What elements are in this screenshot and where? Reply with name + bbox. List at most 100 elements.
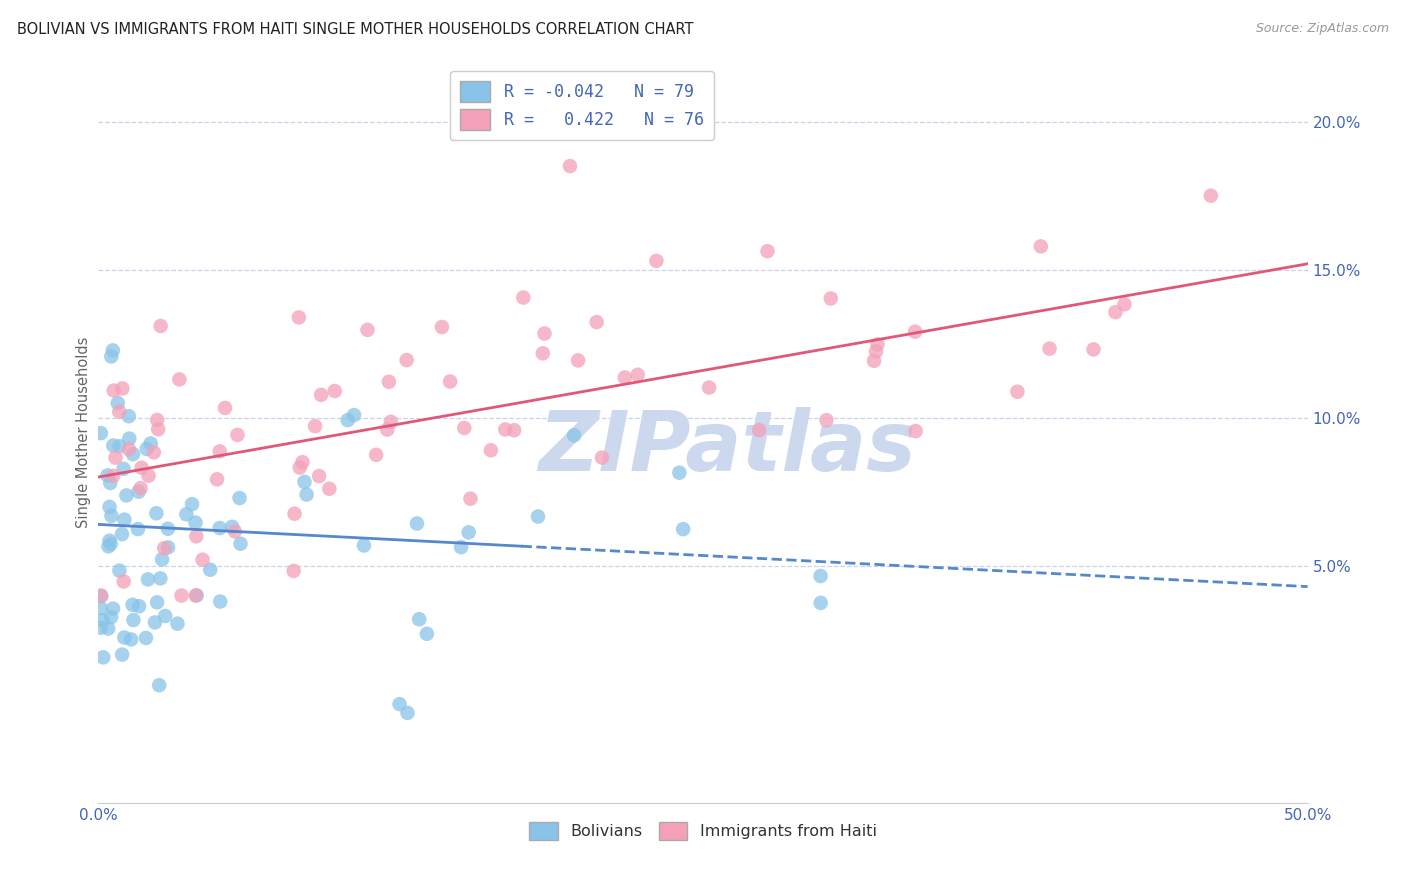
Point — [120, 632, 142, 647]
Point — [100, 537, 122, 551]
Point — [96, 468, 118, 483]
Point — [142, 445, 165, 459]
Text: Source: ZipAtlas.com: Source: ZipAtlas.com — [1256, 22, 1389, 36]
Point — [668, 466, 690, 480]
Point — [214, 401, 236, 415]
Text: ZIPatlas: ZIPatlas — [538, 407, 917, 488]
Point — [143, 615, 166, 630]
Point — [288, 310, 311, 325]
Point — [181, 497, 204, 511]
Point — [97, 539, 120, 553]
Point — [308, 469, 330, 483]
Point — [139, 436, 162, 450]
Point — [90, 589, 112, 603]
Point — [378, 375, 401, 389]
Point — [748, 423, 770, 437]
Point — [208, 444, 231, 458]
Point — [118, 409, 141, 424]
Point — [191, 552, 214, 566]
Point — [122, 447, 145, 461]
Point — [200, 563, 222, 577]
Point — [146, 413, 169, 427]
Point — [186, 588, 208, 602]
Point — [815, 413, 838, 427]
Point — [408, 612, 430, 626]
Point — [613, 370, 636, 384]
Point — [375, 423, 398, 437]
Point — [100, 610, 122, 624]
Point — [111, 648, 134, 662]
Point — [112, 574, 135, 589]
Point — [184, 516, 207, 530]
Point — [101, 343, 124, 358]
Point — [672, 522, 695, 536]
Point — [430, 320, 453, 334]
Point — [820, 292, 842, 306]
Point — [533, 326, 555, 341]
Point — [1114, 297, 1136, 311]
Point — [283, 564, 305, 578]
Point — [304, 419, 326, 434]
Point — [645, 253, 668, 268]
Point — [323, 384, 346, 398]
Point — [591, 450, 613, 465]
Point — [291, 455, 314, 469]
Point — [111, 382, 134, 396]
Point — [562, 428, 585, 442]
Point — [1007, 384, 1029, 399]
Point — [118, 432, 141, 446]
Point — [145, 506, 167, 520]
Point — [865, 344, 887, 359]
Point — [288, 460, 311, 475]
Point — [150, 552, 173, 566]
Point — [353, 539, 375, 553]
Point — [104, 450, 127, 465]
Point — [155, 609, 177, 624]
Point — [439, 375, 461, 389]
Point — [309, 388, 332, 402]
Point — [90, 601, 112, 615]
Point — [294, 475, 316, 489]
Point — [863, 353, 886, 368]
Point — [127, 522, 149, 536]
Point — [149, 318, 172, 333]
Point — [558, 159, 581, 173]
Point — [395, 353, 418, 368]
Point — [904, 424, 927, 438]
Point — [122, 613, 145, 627]
Point — [153, 541, 176, 556]
Point — [904, 325, 927, 339]
Point — [128, 599, 150, 614]
Point — [138, 468, 160, 483]
Point — [100, 350, 122, 364]
Point — [186, 529, 208, 543]
Point — [129, 481, 152, 495]
Point — [135, 631, 157, 645]
Point — [380, 415, 402, 429]
Point — [146, 595, 169, 609]
Point — [98, 533, 121, 548]
Point — [136, 572, 159, 586]
Point — [148, 422, 170, 436]
Point — [406, 516, 429, 531]
Point — [90, 621, 112, 635]
Point — [512, 291, 534, 305]
Point — [336, 413, 359, 427]
Point — [166, 616, 188, 631]
Point — [283, 507, 305, 521]
Point — [149, 571, 172, 585]
Point — [115, 488, 138, 502]
Point — [90, 589, 112, 603]
Point — [585, 315, 607, 329]
Point — [131, 460, 153, 475]
Point — [1104, 305, 1126, 319]
Point — [224, 524, 246, 539]
Point — [866, 337, 889, 351]
Point — [91, 613, 114, 627]
Point — [103, 384, 125, 398]
Point — [388, 697, 411, 711]
Point — [90, 426, 112, 441]
Point — [295, 487, 318, 501]
Point — [103, 438, 125, 452]
Point — [98, 500, 121, 514]
